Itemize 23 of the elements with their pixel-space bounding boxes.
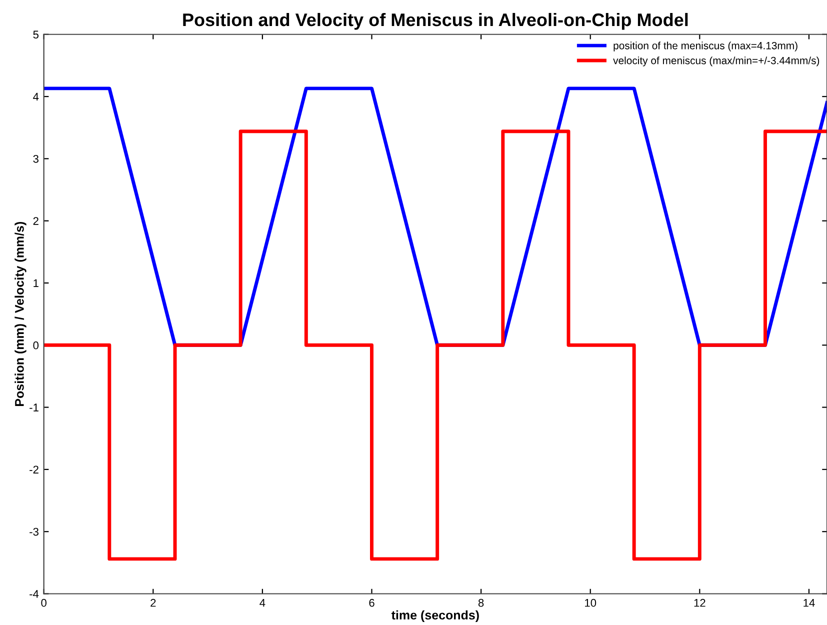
y-axis-title: Position (mm) / Velocity (mm/s): [14, 222, 26, 406]
x-tick-label: 2: [150, 598, 156, 607]
x-tick-label: 8: [478, 598, 484, 607]
y-tick-label: 4: [33, 92, 39, 101]
chart-title: Position and Velocity of Meniscus in Alveoli-on-Chip Model: [183, 12, 688, 30]
x-axis-title: time (seconds): [391, 610, 479, 622]
y-tick-label: 2: [33, 217, 38, 225]
x-tick-label: 0: [41, 598, 46, 607]
y-tick-label: 0: [33, 341, 39, 350]
y-tick-label: 5: [33, 30, 39, 39]
y-tick-label: -3: [30, 528, 38, 536]
y-tick-label: 3: [33, 154, 38, 163]
y-tick-label: -4: [30, 590, 39, 598]
y-tick-label: -1: [30, 404, 38, 412]
x-tick-label: 14: [804, 599, 815, 607]
legend-label: velocity of meniscus (max/min=+/-3.44mm/s): [613, 56, 820, 66]
x-tick-label: 10: [585, 598, 596, 607]
y-tick-label: 1: [34, 279, 38, 288]
x-tick-label: 12: [694, 598, 706, 607]
legend-label: position of the meniscus (max=4.13mm): [614, 42, 798, 52]
x-tick-label: 6: [369, 598, 374, 607]
x-tick-label: 4: [260, 599, 266, 607]
y-tick-label: -2: [30, 466, 38, 474]
